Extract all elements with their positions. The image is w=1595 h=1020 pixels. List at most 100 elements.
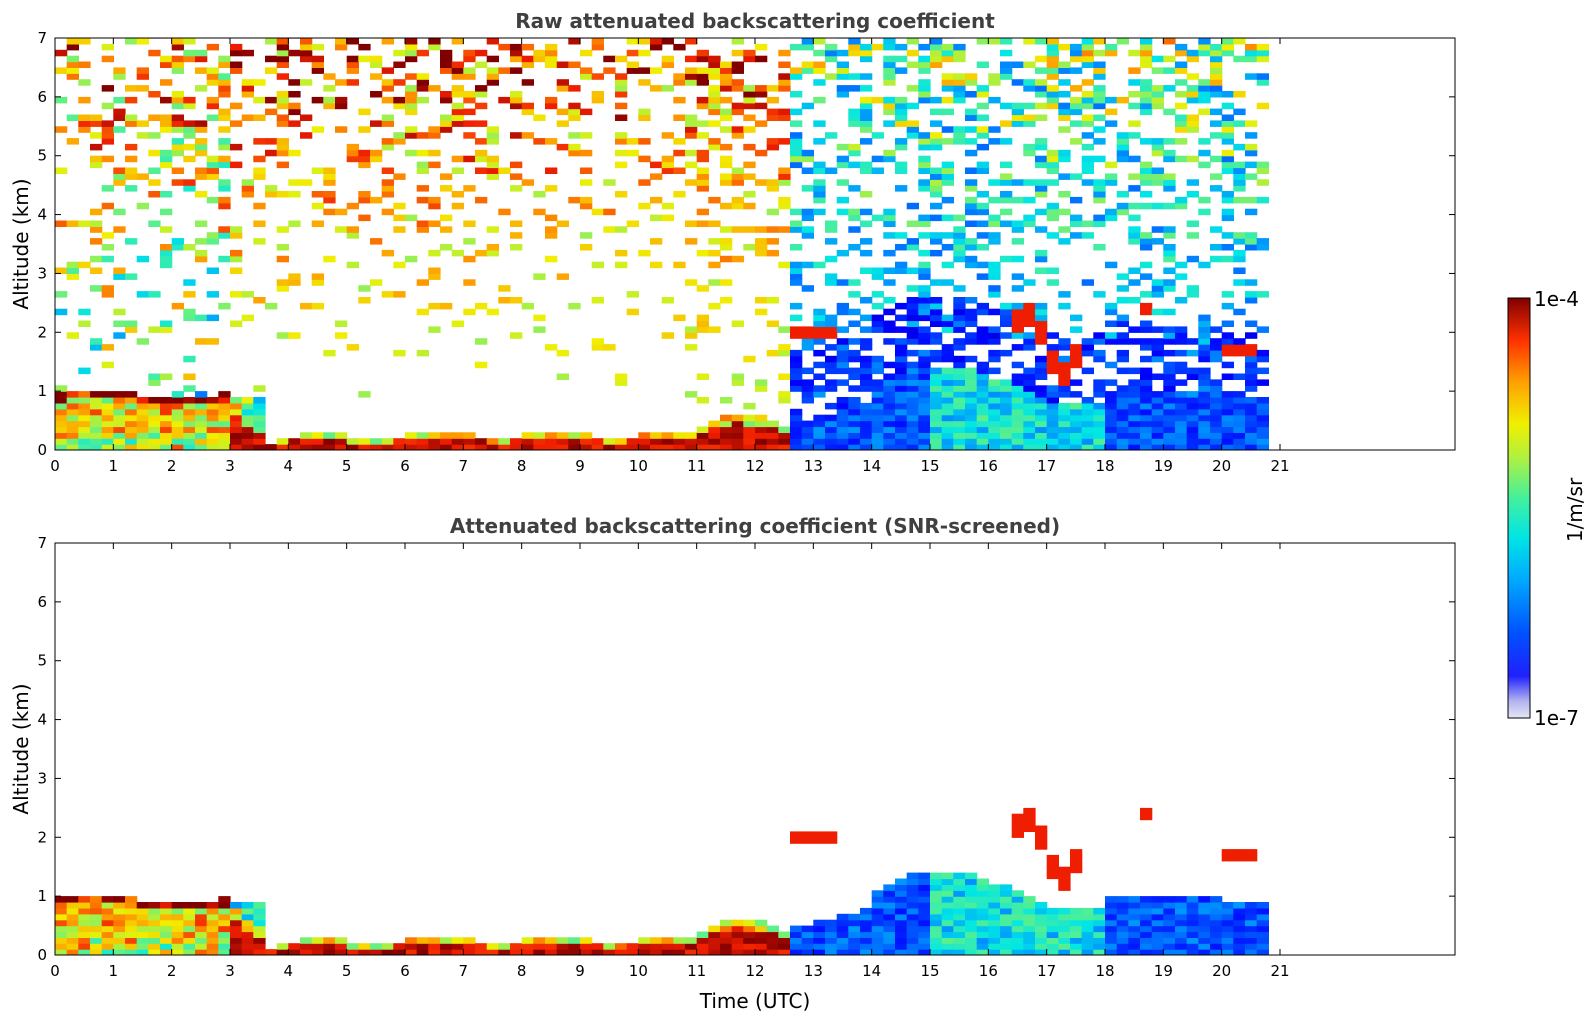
x-tick-label: 1	[109, 457, 119, 475]
heatmap-cell	[218, 925, 231, 933]
heatmap-cell	[206, 232, 219, 239]
heatmap-cell	[1198, 38, 1211, 45]
heatmap-cell	[883, 402, 896, 410]
heatmap-cell	[1163, 913, 1176, 921]
heatmap-cell	[720, 108, 733, 116]
heatmap-cell	[1210, 438, 1223, 445]
heatmap-cell	[370, 196, 383, 204]
heatmap-cell	[463, 67, 476, 74]
heatmap-cell	[510, 67, 523, 74]
heatmap-cell	[1011, 344, 1024, 351]
heatmap-cell	[241, 85, 254, 92]
heatmap-cell	[1245, 849, 1258, 856]
heatmap-cell	[148, 373, 161, 380]
heatmap-cell	[1081, 279, 1094, 286]
heatmap-cell	[171, 913, 184, 921]
heatmap-cell	[1128, 902, 1141, 909]
heatmap-cell	[696, 73, 709, 80]
heatmap-cell	[685, 132, 698, 139]
heatmap-cell	[1046, 38, 1059, 45]
heatmap-cell	[1175, 273, 1188, 280]
heatmap-cell	[1186, 919, 1199, 927]
heatmap-cell	[416, 349, 429, 357]
heatmap-cell	[533, 55, 546, 63]
heatmap-cell	[965, 238, 978, 245]
heatmap-cell	[1046, 155, 1059, 163]
heatmap-cell	[253, 138, 266, 145]
heatmap-cell	[930, 143, 943, 151]
heatmap-cell	[603, 943, 616, 950]
heatmap-cell	[1186, 949, 1199, 955]
heatmap-cell	[1151, 373, 1164, 380]
heatmap-cell	[650, 173, 663, 180]
heatmap-cell	[1105, 414, 1118, 422]
heatmap-cell	[183, 432, 196, 439]
heatmap-cell	[1163, 149, 1176, 157]
heatmap-cell	[1046, 67, 1059, 74]
heatmap-cell	[428, 196, 441, 204]
heatmap-cell	[276, 61, 289, 68]
heatmap-cell	[533, 943, 546, 950]
heatmap-cell	[708, 238, 721, 245]
heatmap-cell	[661, 214, 674, 222]
heatmap-cell	[930, 438, 943, 445]
heatmap-cell	[953, 214, 966, 222]
heatmap-cell	[405, 255, 418, 263]
heatmap-cell	[918, 302, 931, 310]
heatmap-cell	[848, 244, 861, 251]
heatmap-cell	[743, 85, 756, 92]
heatmap-cell	[475, 167, 488, 174]
heatmap-cell	[206, 438, 219, 445]
heatmap-cell	[1023, 937, 1036, 944]
heatmap-cell	[475, 444, 488, 450]
heatmap-cell	[953, 126, 966, 133]
heatmap-cell	[708, 949, 721, 955]
heatmap-cell	[1046, 402, 1059, 410]
heatmap-cell	[148, 114, 161, 121]
heatmap-cell	[125, 426, 138, 433]
heatmap-cell	[755, 379, 768, 386]
heatmap-cell	[1023, 279, 1036, 286]
heatmap-cell	[101, 426, 114, 433]
heatmap-cell	[650, 43, 663, 51]
heatmap-cell	[731, 202, 744, 210]
heatmap-cell	[545, 49, 558, 57]
heatmap-cell	[171, 102, 184, 110]
heatmap-cell	[486, 444, 499, 450]
heatmap-cell	[673, 114, 686, 121]
heatmap-cell	[1198, 913, 1211, 921]
heatmap-cell	[1058, 878, 1071, 885]
heatmap-cell	[1233, 391, 1246, 398]
heatmap-cell	[638, 114, 651, 121]
heatmap-cell	[160, 402, 173, 410]
heatmap-cell	[813, 314, 826, 322]
heatmap-cell	[1245, 373, 1258, 380]
heatmap-cell	[288, 943, 301, 950]
heatmap-cell	[930, 302, 943, 310]
heatmap-cell	[696, 426, 709, 433]
heatmap-cell	[1175, 114, 1188, 121]
heatmap-cell	[428, 161, 441, 169]
heatmap-cell	[953, 73, 966, 80]
heatmap-cell	[1081, 132, 1094, 139]
heatmap-cell	[626, 220, 639, 227]
heatmap-cell	[650, 949, 663, 955]
heatmap-cell	[1023, 438, 1036, 445]
heatmap-cell	[241, 913, 254, 921]
heatmap-cell	[918, 85, 931, 92]
heatmap-cell	[918, 132, 931, 139]
heatmap-cell	[405, 43, 418, 51]
heatmap-cell	[1035, 208, 1048, 216]
heatmap-cell	[241, 949, 254, 955]
heatmap-cell	[66, 261, 79, 269]
heatmap-cell	[1221, 338, 1234, 345]
heatmap-cell	[1023, 432, 1036, 439]
heatmap-cell	[1070, 349, 1083, 357]
heatmap-cell	[883, 267, 896, 274]
heatmap-cell	[171, 402, 184, 410]
heatmap-cell	[871, 414, 884, 422]
heatmap-cell	[953, 913, 966, 921]
heatmap-cell	[206, 402, 219, 410]
heatmap-cell	[1151, 931, 1164, 938]
heatmap-cell	[988, 267, 1001, 274]
